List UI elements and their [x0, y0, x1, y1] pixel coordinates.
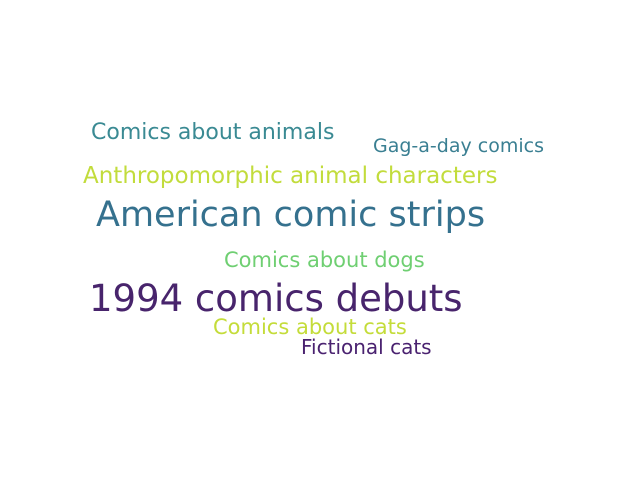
word-comics-about-animals: Comics about animals	[91, 120, 335, 145]
word-american-comic-strips: American comic strips	[96, 195, 486, 235]
word-fictional-cats: Fictional cats	[301, 335, 432, 359]
word-comics-about-dogs: Comics about dogs	[224, 248, 425, 272]
word-1994-comics-debuts: 1994 comics debuts	[89, 277, 463, 320]
word-comics-about-cats: Comics about cats	[213, 315, 407, 339]
word-anthropomorphic-animal-characters: Anthropomorphic animal characters	[83, 163, 498, 189]
word-gag-a-day-comics: Gag-a-day comics	[373, 135, 544, 157]
